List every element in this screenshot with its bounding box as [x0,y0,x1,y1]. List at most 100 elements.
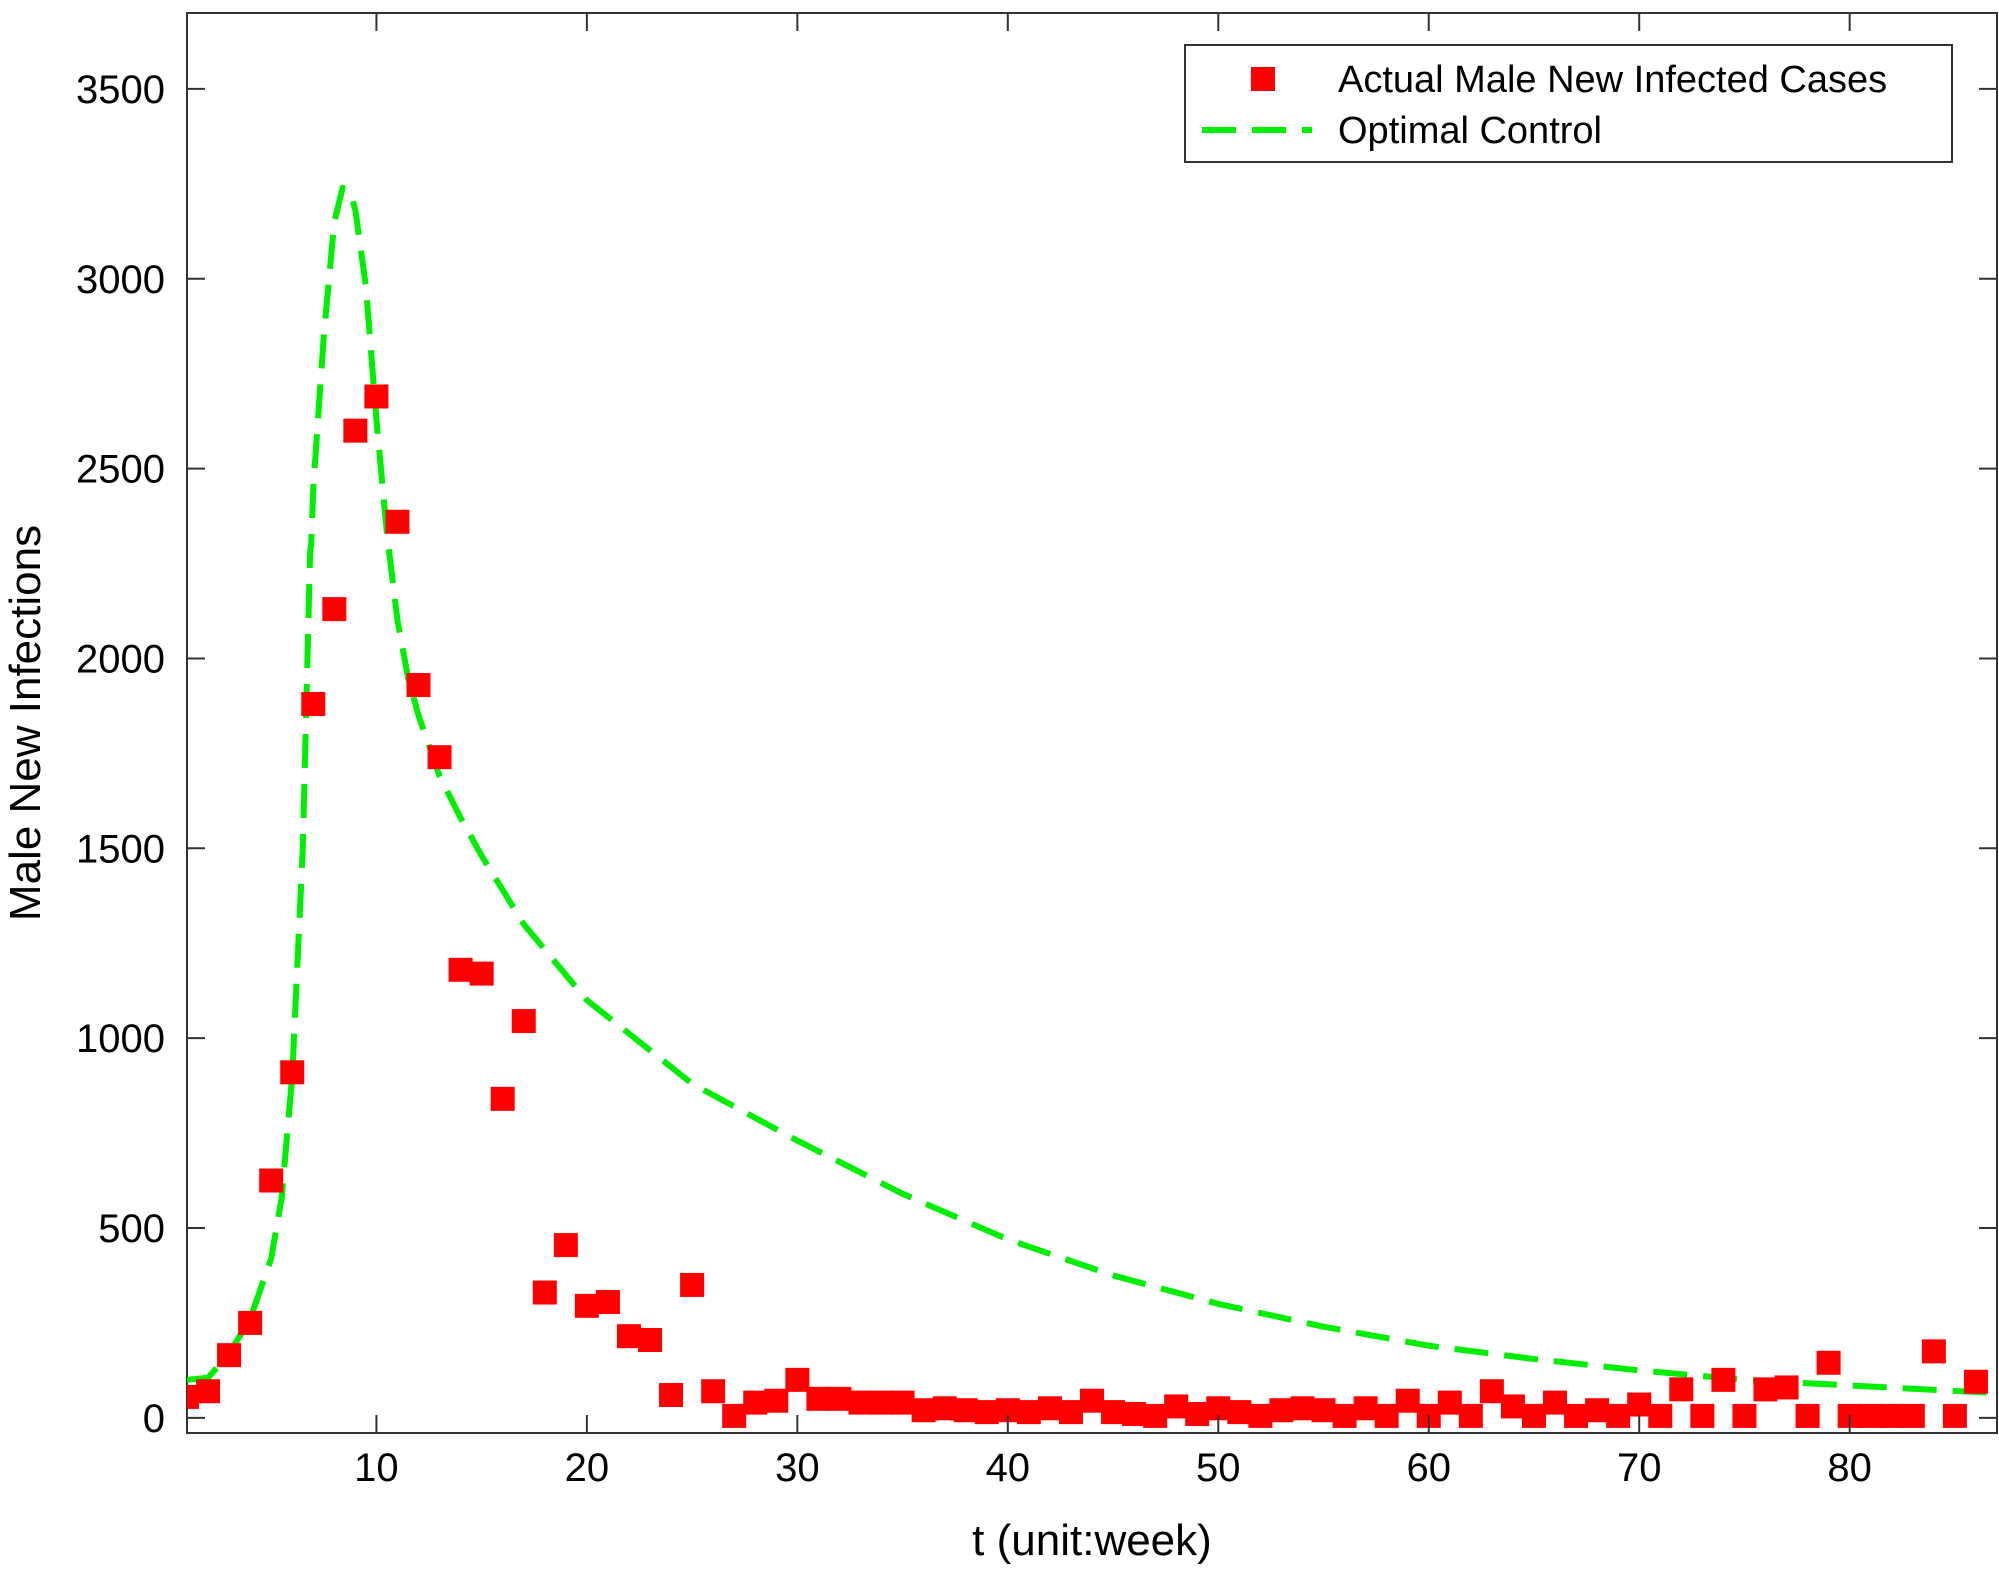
legend-actual-label: Actual Male New Infected Cases [1338,59,1887,101]
data-point [511,1009,536,1034]
data-point [722,1403,747,1428]
data-point [1774,1375,1799,1400]
data-point [1753,1377,1778,1402]
data-point [1016,1400,1041,1425]
data-point [1269,1398,1294,1423]
data-point [385,509,410,534]
data-point [1732,1403,1757,1428]
data-point [1690,1403,1715,1428]
data-point [1037,1396,1062,1421]
data-point [1227,1400,1252,1425]
data-point [217,1343,242,1368]
data-point [532,1280,557,1305]
data-point [974,1400,999,1425]
legend-box [1184,44,1953,163]
data-point [1395,1388,1420,1413]
data-point [1290,1396,1315,1421]
data-point [638,1327,663,1352]
data-point [890,1390,915,1415]
data-point [196,1379,221,1404]
data-point [1627,1392,1652,1417]
data-point [911,1398,936,1423]
y-axis-label: Male New Infections [1,525,50,921]
data-point [322,597,347,622]
data-point [785,1367,810,1392]
data-point [1900,1403,1925,1428]
data-point [1858,1403,1883,1428]
data-point [1942,1403,1967,1428]
data-point [1164,1394,1189,1419]
y-tick-label: 3000 [76,258,165,302]
data-point [1543,1390,1568,1415]
y-tick-label: 0 [143,1397,165,1441]
data-point [806,1386,831,1411]
data-point [1479,1379,1504,1404]
x-tick-label: 20 [565,1446,610,1490]
data-point [1585,1398,1610,1423]
data-point [1879,1403,1904,1428]
data-point [680,1272,705,1297]
data-point [238,1310,263,1335]
x-tick-label: 10 [354,1446,399,1490]
optimal-control-line [187,184,1997,1397]
data-point [490,1086,515,1111]
data-point [1353,1396,1378,1421]
x-axis-label: t (unit:week) [972,1516,1212,1565]
data-point [1564,1403,1589,1428]
data-point [448,957,473,982]
data-point [1921,1339,1946,1364]
x-tick-label: 30 [775,1446,820,1490]
data-point [1437,1390,1462,1415]
y-tick-label: 1000 [76,1017,165,1061]
legend-control-label: Optimal Control [1338,110,1602,152]
data-point [869,1390,894,1415]
data-point [469,961,494,986]
data-point [701,1379,726,1404]
data-point [343,418,368,443]
data-point [1332,1403,1357,1428]
y-tick-label: 500 [98,1207,165,1251]
data-point [1500,1394,1525,1419]
y-tick-label: 2000 [76,637,165,681]
data-point [848,1390,873,1415]
data-point [764,1388,789,1413]
data-point [1648,1403,1673,1428]
y-tick-label: 1500 [76,827,165,871]
control-series [187,184,1997,1397]
data-point [953,1398,978,1423]
data-point [1606,1403,1631,1428]
y-tick-label: 3500 [76,68,165,112]
axis-ticks: 10 20 30 40 50 60 70 80 0 500 1000 1500 2000 2500 3000… [76,13,1997,1490]
data-point [1458,1403,1483,1428]
data-point [301,692,326,717]
data-point [932,1396,957,1421]
data-point [1669,1377,1694,1402]
data-point [574,1293,599,1318]
data-point [1711,1367,1736,1392]
x-tick-label: 60 [1406,1446,1451,1490]
data-point [1248,1403,1273,1428]
x-tick-label: 50 [1196,1446,1241,1490]
data-point [406,673,431,698]
x-tick-label: 70 [1617,1446,1662,1490]
data-point [616,1324,641,1349]
axes-frame [186,12,1998,1434]
data-point [1101,1400,1126,1425]
data-point [364,384,389,409]
data-point [1122,1402,1147,1427]
data-point [1521,1403,1546,1428]
data-point [1311,1398,1336,1423]
data-point [427,745,452,770]
data-point [1795,1403,1820,1428]
data-point [553,1233,578,1258]
plot-area: 10 20 30 40 50 60 70 80 0 500 1000 1500 2000 2500 3000… [76,12,1998,1490]
data-point [280,1060,305,1085]
data-point [1185,1402,1210,1427]
data-point [595,1290,620,1315]
data-point [1816,1350,1841,1375]
data-point [1080,1388,1104,1413]
data-point [187,1384,199,1409]
actual-series [187,384,1988,1428]
data-point [827,1386,852,1411]
